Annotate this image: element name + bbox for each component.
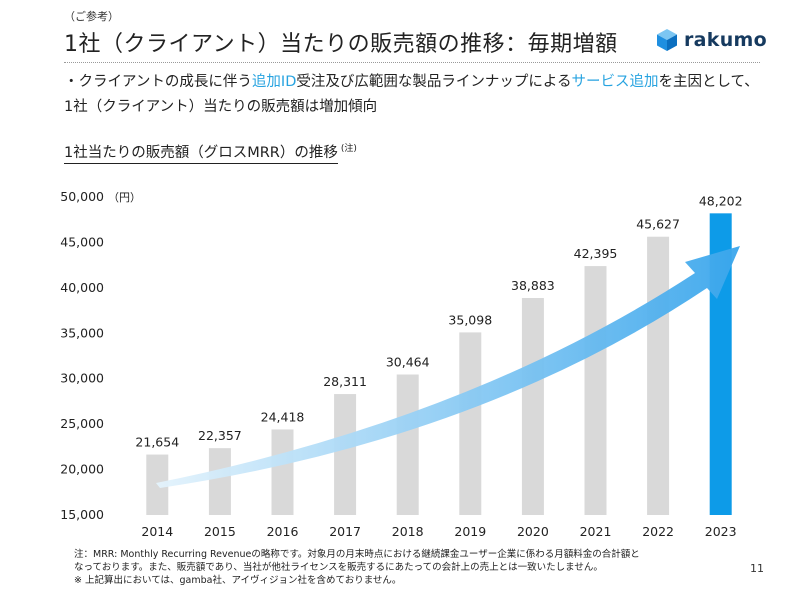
page-title: 1社（クライアント）当たりの販売額の推移：毎期増額 [64, 32, 618, 57]
y-tick-40000: 40,000 [60, 280, 104, 295]
y-tick-20000: 20,000 [60, 462, 104, 477]
bar-2018 [396, 374, 419, 515]
title-divider [64, 62, 760, 63]
pre-title: （ご参考） [64, 10, 119, 23]
x-tick-2014: 2014 [141, 524, 173, 539]
rakumo-logo: rakumo [656, 28, 767, 52]
chart-title-note: (注) [340, 144, 357, 154]
footnote-line-1: 注：MRR: Monthly Recurring Revenueの略称です。対象… [74, 549, 640, 560]
y-tick-15000: 15,000 [60, 507, 104, 522]
bar-2014 [146, 454, 169, 515]
footnote-line-3: ※ 上記算出においては、gamba社、アイヴィジョン社を含めておりません。 [74, 575, 402, 586]
value-label-2019: 35,098 [448, 312, 492, 327]
x-tick-2020: 2020 [517, 524, 549, 539]
y-tick-35000: 35,000 [60, 325, 104, 340]
value-label-2020: 38,883 [511, 278, 555, 293]
bar-2015 [208, 448, 231, 515]
summary-bullet: ・クライアントの成長に伴う追加ID受注及び広範囲な製品ラインナップによるサービス… [64, 70, 764, 120]
highlight-service-addition: サービス追加 [571, 74, 659, 90]
bullet-suffix: を主因として、1社（クライアント）当たりの販売額は増加傾向 [64, 74, 759, 115]
value-label-2016: 24,418 [261, 409, 305, 424]
value-label-2017: 28,311 [323, 374, 367, 389]
bar-2019 [459, 332, 482, 515]
y-axis-unit: （円） [108, 191, 141, 204]
x-tick-2021: 2021 [580, 524, 612, 539]
x-tick-2018: 2018 [392, 524, 424, 539]
chart-title: 1社当たりの販売額（グロスMRR）の推移 (注) [64, 141, 357, 164]
value-label-2021: 42,395 [574, 246, 618, 261]
rakumo-cube-icon [657, 29, 677, 51]
bullet-middle: 受注及び広範囲な製品ラインナップによる [296, 74, 572, 90]
x-tick-2016: 2016 [267, 524, 299, 539]
footnotes: 注：MRR: Monthly Recurring Revenueの略称です。対象… [74, 548, 714, 587]
footnote-line-2: なっております。また、販売額であり、当社が他社ライセンスを販売するにあたっての会… [74, 562, 603, 573]
page-number: 11 [750, 562, 764, 575]
value-label-2023: 48,202 [699, 193, 743, 208]
x-tick-2017: 2017 [329, 524, 361, 539]
y-tick-50000: 50,000 [60, 189, 104, 204]
value-label-2014: 21,654 [135, 435, 179, 450]
bar-2017 [334, 394, 357, 515]
highlight-additional-id: 追加ID [251, 74, 297, 90]
chart-title-text: 1社当たりの販売額（グロスMRR）の推移 [64, 145, 338, 164]
x-tick-2022: 2022 [642, 524, 674, 539]
x-tick-2019: 2019 [454, 524, 486, 539]
x-tick-2023: 2023 [705, 524, 737, 539]
x-tick-2015: 2015 [204, 524, 236, 539]
value-label-2018: 30,464 [386, 354, 430, 369]
bar-2020 [521, 298, 544, 515]
y-tick-25000: 25,000 [60, 416, 104, 431]
value-label-2015: 22,357 [198, 428, 242, 443]
value-label-2022: 45,627 [636, 217, 680, 232]
bar-2021 [584, 266, 607, 515]
logo-text: rakumo [684, 29, 768, 51]
bar-2016 [271, 429, 294, 515]
y-tick-30000: 30,000 [60, 371, 104, 386]
bullet-prefix: ・クライアントの成長に伴う [64, 74, 252, 90]
y-tick-45000: 45,000 [60, 234, 104, 249]
bar-2022 [647, 236, 670, 516]
